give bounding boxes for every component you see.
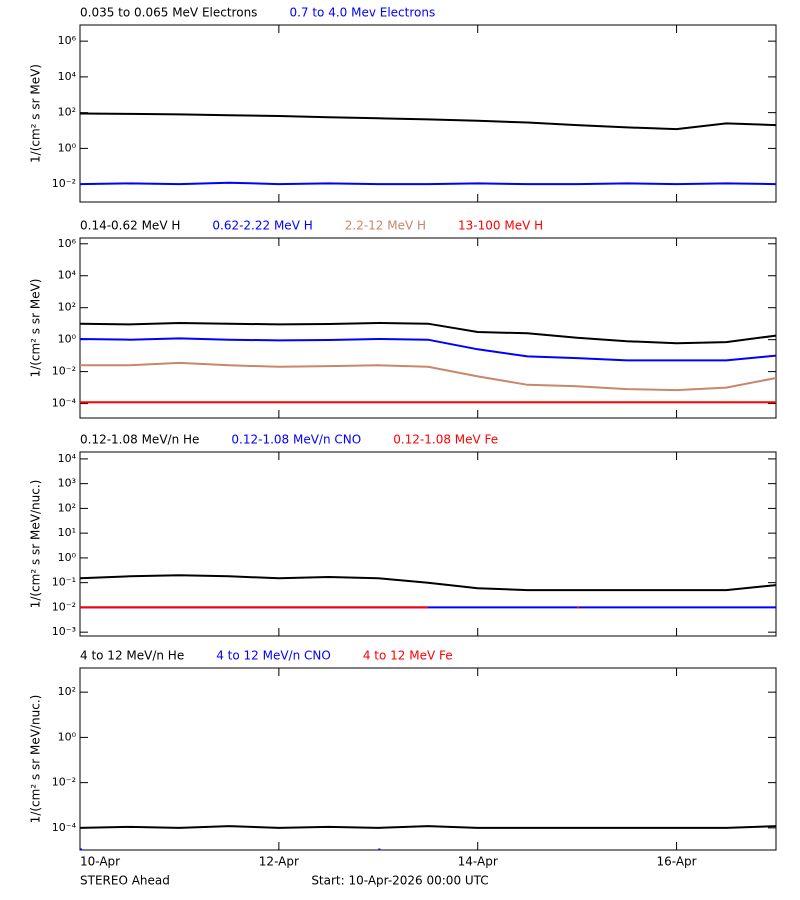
y-tick-label: 10² xyxy=(58,106,76,119)
y-tick-label: 10⁻² xyxy=(52,600,76,613)
series-line xyxy=(79,337,777,362)
legend-entry: 0.14-0.62 MeV H xyxy=(80,219,180,233)
x-tick-label: 10-Apr xyxy=(80,855,120,869)
y-tick-label: 10⁰ xyxy=(58,141,77,154)
y-tick-label: 10⁰ xyxy=(58,333,77,346)
y-axis-label: 1/(cm² s sr MeV/nuc.) xyxy=(29,695,43,824)
plot-frame xyxy=(79,237,777,419)
y-tick-label: 10² xyxy=(58,685,76,698)
y-tick-label: 10⁻² xyxy=(52,177,76,190)
y-tick-label: 10⁻¹ xyxy=(52,576,76,589)
legend-entry: 0.12-1.08 MeV Fe xyxy=(393,433,498,447)
y-tick-label: 10⁶ xyxy=(58,237,77,250)
plot-frame xyxy=(79,451,777,637)
y-tick-label: 10⁶ xyxy=(58,34,77,47)
y-tick-label: 10² xyxy=(58,501,76,514)
legend-entry: 4 to 12 MeV Fe xyxy=(363,649,453,663)
series-line xyxy=(79,321,777,345)
footer-start: Start: 10-Apr-2026 00:00 UTC xyxy=(311,874,488,888)
y-tick-label: 10¹ xyxy=(58,526,76,539)
legend-entry: 2.2-12 MeV H xyxy=(345,219,426,233)
footer-spacecraft: STEREO Ahead xyxy=(80,874,170,888)
y-tick-label: 10⁻⁴ xyxy=(52,397,77,410)
y-tick-label: 10⁴ xyxy=(58,269,77,282)
y-tick-label: 10⁰ xyxy=(58,551,77,564)
y-tick-label: 10⁻³ xyxy=(52,625,76,638)
y-tick-label: 10⁰ xyxy=(58,730,77,743)
plot-frame xyxy=(79,667,777,851)
legend-entry: 0.62-2.22 MeV H xyxy=(212,219,312,233)
legend-entry: 0.7 to 4.0 Mev Electrons xyxy=(289,6,435,20)
x-tick-label: 12-Apr xyxy=(259,855,299,869)
x-tick-label: 14-Apr xyxy=(458,855,498,869)
y-tick-label: 10⁴ xyxy=(58,452,77,465)
legend-entry: 4 to 12 MeV/n He xyxy=(80,649,184,663)
x-tick-label: 16-Apr xyxy=(657,855,697,869)
y-tick-label: 10⁻² xyxy=(52,365,76,378)
legend-entry: 0.035 to 0.065 MeV Electrons xyxy=(80,6,257,20)
y-tick-label: 10⁻² xyxy=(52,776,76,789)
series-line xyxy=(80,361,777,392)
legend-entry: 13-100 MeV H xyxy=(458,219,543,233)
legend-entry: 0.12-1.08 MeV/n CNO xyxy=(231,433,361,447)
series-line xyxy=(79,181,777,186)
series-line xyxy=(79,825,777,829)
y-axis-label: 1/(cm² s sr MeV/nuc.) xyxy=(29,480,43,609)
y-axis-label: 1/(cm² s sr MeV) xyxy=(29,279,43,378)
y-axis-label: 1/(cm² s sr MeV) xyxy=(29,64,43,163)
series-line xyxy=(79,112,777,131)
y-tick-label: 10⁻⁴ xyxy=(52,821,77,834)
y-tick-label: 10² xyxy=(58,301,76,314)
y-tick-label: 10⁴ xyxy=(58,70,77,83)
y-tick-label: 10³ xyxy=(58,477,76,490)
series-line xyxy=(79,574,777,592)
legend-entry: 0.12-1.08 MeV/n He xyxy=(80,433,199,447)
legend-entry: 4 to 12 MeV/n CNO xyxy=(216,649,331,663)
